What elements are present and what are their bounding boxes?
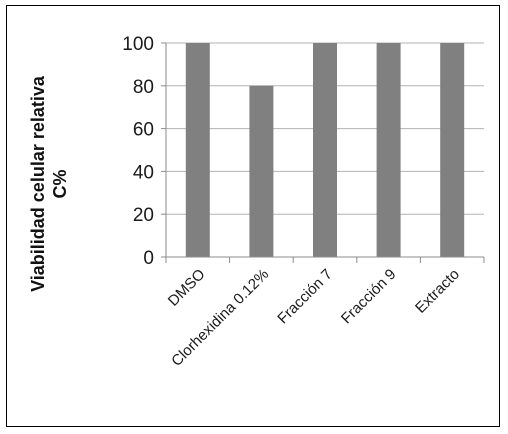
x-tick-label: Fracción 9 (338, 266, 400, 328)
x-tick-label: DMSO (165, 266, 209, 310)
y-axis-title-line2: C% (50, 169, 70, 198)
bar-0 (185, 43, 210, 257)
bar-4 (440, 43, 465, 257)
y-axis-title-line1: Viabilidad celular relativa (28, 75, 48, 292)
y-tick-label: 20 (133, 205, 154, 226)
axes (161, 42, 485, 263)
y-tick-label: 80 (133, 77, 154, 98)
bar-2 (313, 43, 337, 257)
bar-3 (376, 43, 401, 257)
x-tick-label: Fracción 7 (274, 266, 336, 328)
y-tick-label: 40 (133, 162, 154, 183)
y-tick-label: 100 (122, 34, 154, 55)
bars (185, 43, 465, 257)
x-tick-label: Extracto (412, 266, 463, 317)
y-tick-label: 0 (143, 248, 154, 269)
bar-1 (249, 85, 274, 257)
y-tick-label: 60 (133, 120, 154, 141)
y-tick-labels: 0 20 40 60 80 100 (122, 34, 154, 269)
